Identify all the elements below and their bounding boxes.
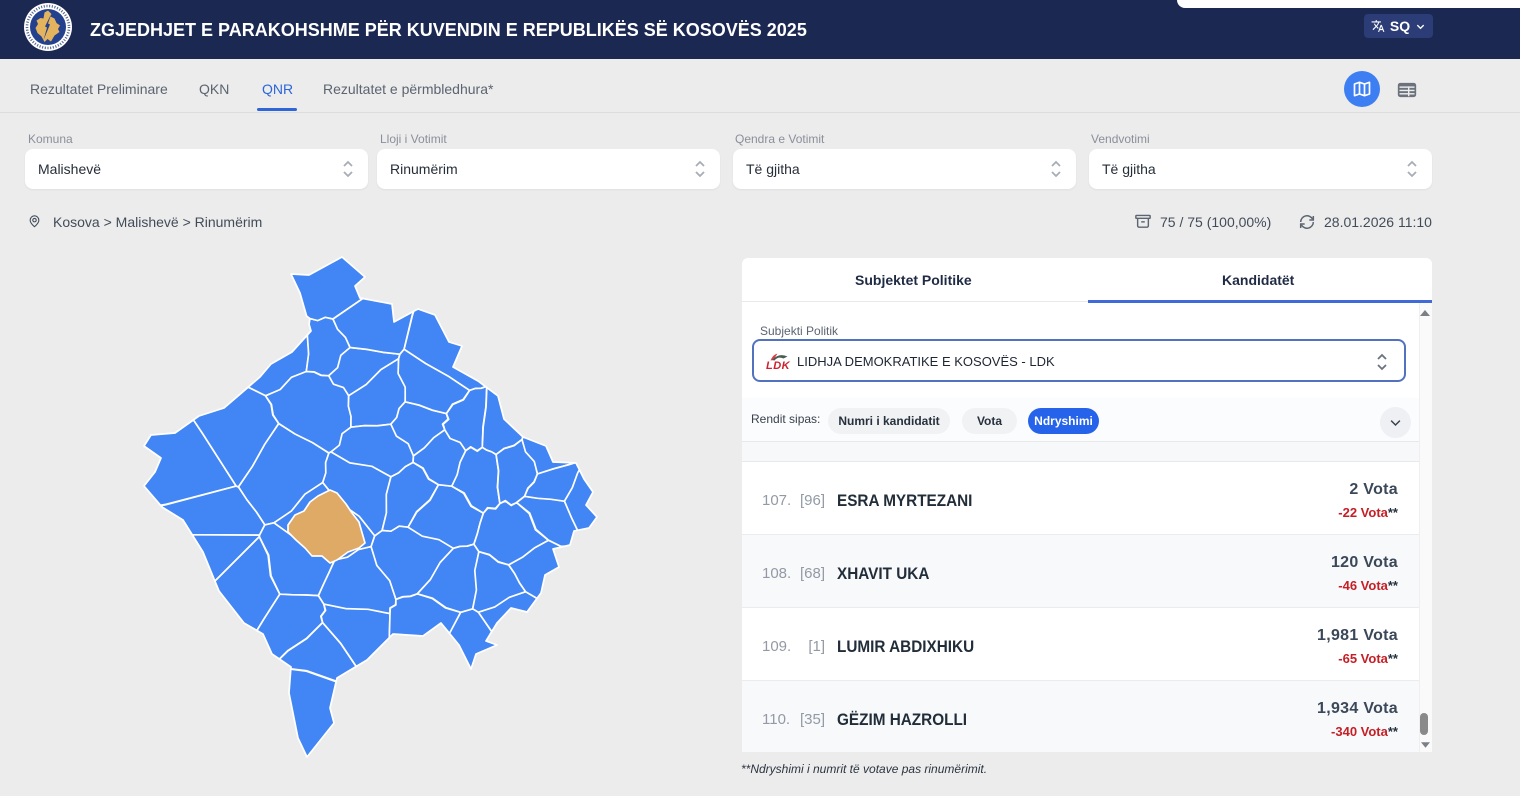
- svg-text:LDK: LDK: [766, 360, 791, 371]
